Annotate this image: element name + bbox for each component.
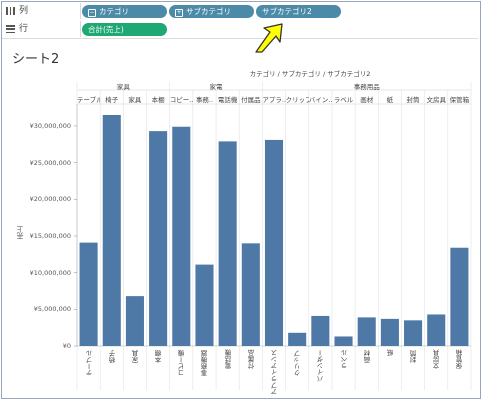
rows-shelf-label: 行	[6, 22, 28, 36]
bar[interactable]	[288, 332, 307, 346]
y-tick-label: ¥5,000,000	[33, 305, 71, 314]
x-tick-label: アプライアンス	[271, 350, 279, 396]
x-tick-label: 文房具	[433, 350, 442, 370]
x-tick-label: 紙	[386, 350, 395, 357]
pill-subcategory-label: サブカテゴリ	[186, 7, 231, 16]
bar[interactable]	[172, 126, 191, 346]
bar[interactable]	[404, 320, 423, 346]
subcategory-header: 画材	[360, 96, 374, 104]
bar[interactable]	[334, 336, 353, 346]
bar[interactable]	[195, 264, 214, 346]
bar[interactable]	[450, 247, 469, 346]
subcategory-header: 椅子	[105, 96, 119, 104]
shelf-divider	[80, 3, 81, 19]
expand-icon[interactable]: +	[175, 9, 183, 17]
pill-subcategory2-label: サブカテゴリ2	[262, 7, 312, 16]
x-tick-label: 保管箱	[456, 350, 465, 370]
x-tick-label: クリップ	[294, 350, 303, 376]
x-tick-label: 事務機器	[201, 350, 210, 376]
pill-category-label: カテゴリ	[99, 7, 129, 16]
y-tick-label: ¥15,000,000	[29, 232, 71, 240]
y-tick-label: ¥20,000,000	[29, 195, 71, 204]
pill-sales-sum[interactable]: 合計(売上)	[82, 23, 167, 36]
x-tick-label: 本棚	[155, 350, 164, 363]
category-header: 事務用品	[353, 83, 380, 91]
subcategory-header: 家具	[128, 96, 142, 104]
columns-label-text: 列	[19, 6, 29, 16]
bar[interactable]	[357, 317, 376, 346]
category-header: 家電	[209, 83, 223, 91]
chart-column-header: カテゴリ / サブカテゴリ / サブカテゴリ2	[249, 70, 371, 78]
bar[interactable]	[102, 115, 121, 346]
x-tick-label: 画材	[363, 350, 372, 363]
category-header: 家具	[116, 83, 130, 91]
bar[interactable]	[311, 315, 330, 346]
pill-sales-sum-label: 合計(売上)	[88, 25, 124, 34]
pill-subcategory[interactable]: + サブカテゴリ	[169, 5, 254, 18]
subcategory-header: テーブル	[77, 96, 101, 104]
bar[interactable]	[427, 314, 446, 346]
y-tick-label: ¥10,000,000	[29, 268, 71, 277]
y-axis-label: 売上	[17, 226, 25, 239]
x-tick-label: 付属品	[247, 350, 256, 370]
y-tick-label: ¥30,000,000	[29, 122, 71, 130]
x-tick-label: ラベル	[340, 350, 349, 370]
subcategory-header: 保管箱	[449, 96, 470, 104]
bar[interactable]	[125, 296, 144, 346]
subcategory-header: 付属品	[241, 96, 261, 104]
bar[interactable]	[218, 141, 237, 346]
x-tick-label: 封筒	[410, 350, 419, 363]
sheet-title: シート2	[12, 52, 60, 67]
x-tick-label: コピー機	[178, 350, 187, 376]
x-tick-label: バインダー	[317, 350, 326, 383]
x-tick-label: 電話機	[224, 350, 233, 370]
subcategory-header: 文房具	[426, 96, 446, 104]
bar[interactable]	[241, 243, 260, 346]
subcategory-header: ラベル	[333, 96, 354, 104]
pill-category[interactable]: − カテゴリ	[82, 5, 167, 18]
x-tick-label: 椅子	[108, 350, 117, 363]
y-tick-label: ¥25,000,000	[29, 158, 71, 167]
subcategory-header: コピー..	[169, 96, 193, 104]
subcategory-header: クリップ	[285, 96, 309, 104]
subcategory-header: 本棚	[151, 96, 165, 104]
rows-shelf[interactable]: 行 合計(売上)	[2, 20, 478, 39]
subcategory-header: バイン..	[308, 96, 332, 104]
subcategory-header: 紙	[386, 96, 394, 104]
bar[interactable]	[380, 318, 399, 346]
rows-icon	[6, 25, 15, 34]
shelf-divider	[80, 21, 81, 37]
annotation-arrow-icon	[255, 23, 283, 53]
x-tick-label: テーブル	[85, 350, 94, 376]
subcategory-header: 封筒	[406, 96, 420, 104]
y-tick-label: ¥0	[62, 342, 71, 350]
bar[interactable]	[264, 139, 284, 346]
bar[interactable]	[149, 131, 168, 346]
subcategory-header: 事務..	[195, 96, 214, 104]
x-tick-label: 家具	[131, 350, 140, 363]
pill-subcategory2[interactable]: サブカテゴリ2	[256, 5, 341, 18]
subcategory-header: アプラ..	[262, 96, 286, 104]
expand-icon[interactable]: −	[88, 9, 96, 17]
subcategory-header: 電話機	[217, 96, 238, 104]
columns-shelf-label: 列	[6, 4, 28, 18]
bar[interactable]	[79, 242, 98, 346]
rows-label-text: 行	[19, 24, 29, 34]
columns-icon	[6, 7, 15, 15]
columns-shelf[interactable]: 列 − カテゴリ + サブカテゴリ サブカテゴリ2	[2, 2, 478, 21]
